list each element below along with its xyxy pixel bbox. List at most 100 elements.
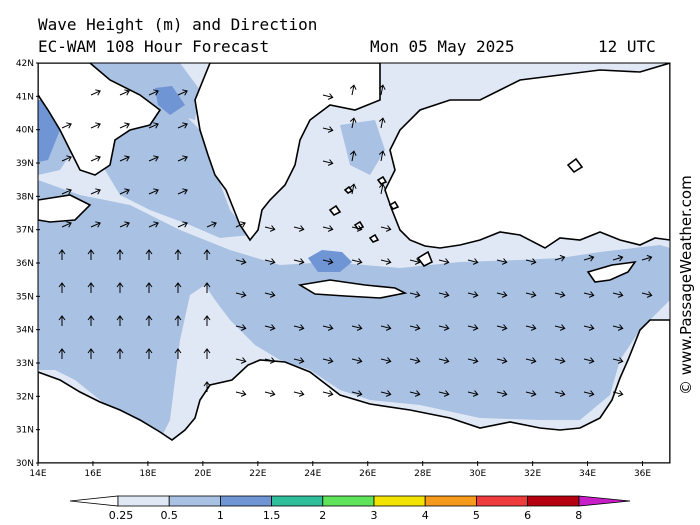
wave-arrow — [438, 324, 450, 331]
legend-label: 3 — [371, 509, 378, 522]
wave-arrow — [612, 390, 624, 397]
sicily-land — [38, 194, 92, 223]
north-africa-land — [38, 319, 670, 463]
wave-arrow — [203, 348, 211, 359]
wave-arrow — [322, 258, 334, 265]
wave-arrow — [61, 188, 72, 195]
wave-arrow — [351, 258, 363, 265]
wave-arrow — [264, 324, 276, 331]
latitude-label: 30N — [16, 459, 34, 469]
wave-arrow — [525, 390, 537, 397]
wave-arrow — [58, 249, 66, 260]
wave-arrow — [554, 254, 566, 262]
wave-arrow — [583, 324, 595, 331]
wave-arrow — [145, 249, 153, 260]
chart-title: Wave Height (m) and Direction — [38, 15, 318, 34]
wave-arrow — [378, 84, 386, 96]
latitude-label: 41N — [16, 92, 34, 102]
wave-arrow — [409, 258, 421, 265]
wave-arrow — [90, 221, 101, 228]
longitude-label: 28E — [414, 469, 431, 479]
wave-arrow — [641, 254, 653, 262]
legend-low-arrow — [69, 495, 119, 507]
wave-arrow — [612, 254, 624, 262]
wave-arrow — [148, 221, 159, 228]
wave-arrow — [58, 282, 66, 293]
wave-arrow — [496, 324, 508, 331]
wave-arrow — [349, 84, 357, 96]
latitude-label: 36N — [16, 259, 34, 269]
longitude-label: 14E — [29, 469, 46, 479]
wave-arrow — [90, 155, 101, 162]
wave-arrow — [467, 357, 479, 364]
wave-arrow — [90, 188, 101, 195]
wave-arrow — [177, 155, 188, 162]
wave-arrow — [58, 348, 66, 359]
wave-arrow — [293, 357, 305, 364]
wave-arrow — [264, 258, 276, 265]
wave-arrow — [174, 282, 182, 293]
legend-color-cell — [424, 495, 477, 507]
anatolia-land — [384, 63, 670, 249]
wave-arrow — [467, 390, 479, 397]
wave-arrow — [496, 357, 508, 364]
legend-color-cell — [527, 495, 580, 507]
wave-arrow — [351, 324, 363, 331]
wave-arrow — [177, 221, 188, 228]
wave-arrow — [235, 390, 247, 397]
latitude-label: 37N — [16, 226, 34, 236]
wave-arrow — [293, 390, 305, 397]
wave-arrow — [119, 155, 130, 162]
forecast-date: Mon 05 May 2025 — [370, 37, 515, 56]
wave-arrow — [116, 249, 124, 260]
wave-arrow — [554, 324, 566, 331]
wave-arrow — [583, 254, 595, 262]
wave-arrow — [322, 324, 334, 331]
wave-arrow — [409, 324, 421, 331]
legend-high-arrow — [578, 495, 631, 507]
wave-arrow — [90, 122, 101, 129]
legend-label: 5 — [473, 509, 480, 522]
wave-arrow — [612, 324, 624, 331]
wave-arrow — [235, 357, 247, 364]
wave-arrow — [525, 291, 537, 298]
wave-arrow — [119, 188, 130, 195]
wave-band-1-south-aegean — [308, 250, 352, 272]
longitude-axis: 14E 16E 18E 20E 22E 24E 26E 28E 30E 32E 34E 36E — [29, 461, 651, 479]
wave-arrow — [119, 122, 130, 129]
wave-arrow — [203, 282, 211, 293]
latitude-axis: 42N 41N 40N 39N 38N 37N 36N 35N 34N 33N 32N 31N 30N — [16, 59, 40, 469]
legend-label: 2 — [319, 509, 326, 522]
wave-arrow — [322, 93, 334, 100]
wave-arrow — [496, 390, 508, 397]
wave-arrow — [174, 315, 182, 326]
wave-arrow — [351, 225, 363, 232]
wave-arrow — [438, 357, 450, 364]
longitude-label: 18E — [139, 469, 156, 479]
wave-arrow — [409, 357, 421, 364]
wave-arrow — [119, 89, 130, 96]
wave-arrow — [438, 390, 450, 397]
wave-arrow — [583, 357, 595, 364]
wave-arrow — [380, 324, 392, 331]
aegean-island — [376, 175, 388, 185]
wave-arrow — [61, 155, 72, 162]
wave-arrow — [61, 122, 72, 129]
legend-color-cell — [219, 495, 272, 507]
wave-arrow — [409, 291, 421, 298]
wave-arrow — [235, 258, 247, 265]
wave-arrow — [174, 249, 182, 260]
wave-arrow — [148, 122, 159, 129]
wave-arrow — [116, 282, 124, 293]
wave-arrow — [293, 225, 305, 232]
wave-arrow — [525, 324, 537, 331]
longitude-label: 20E — [194, 469, 211, 479]
wave-arrow — [148, 188, 159, 195]
wave-arrow — [58, 315, 66, 326]
wave-arrow — [525, 258, 537, 265]
wave-arrow — [119, 221, 130, 228]
legend-color-cell — [117, 495, 170, 507]
wave-arrow — [148, 155, 159, 162]
wave-band-0-5-ionian — [100, 100, 250, 238]
